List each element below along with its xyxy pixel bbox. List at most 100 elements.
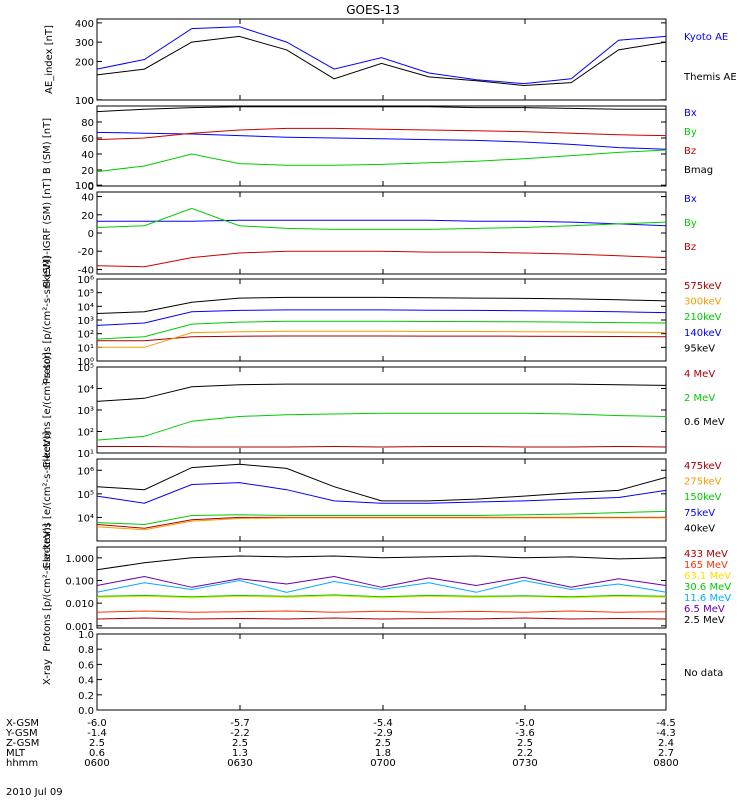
series-line-bz bbox=[96, 127, 667, 141]
x-axis-value: -2.2 bbox=[230, 728, 250, 739]
panel-4: 10⁰ 10¹ 10² 10³ 10⁴ 10⁵ 10⁶ Protons [p/(cm²-s-s… bbox=[42, 256, 722, 384]
y-tick-label: 10⁵ bbox=[77, 363, 94, 374]
panel-frame bbox=[96, 105, 667, 187]
no-data-label: No data bbox=[684, 668, 723, 679]
x-axis-value: -4.5 bbox=[656, 718, 676, 729]
x-axis-value: 2.5 bbox=[232, 738, 248, 749]
y-tick-label: 10⁶ bbox=[77, 275, 94, 286]
series-line-bmag bbox=[96, 106, 666, 113]
legend-entry: 4 MeV bbox=[684, 369, 715, 380]
y-tick-label: 1.0 bbox=[78, 630, 94, 641]
y-tick-label: 100 bbox=[75, 96, 94, 107]
series-line-95kev bbox=[96, 296, 667, 314]
series-line-6-5-mev bbox=[96, 575, 667, 588]
legend-entry: 475keV bbox=[684, 461, 722, 472]
series-line-165-mev bbox=[96, 610, 667, 613]
panel-2: 0 20 40 60 80 100 B (SM) [nT] Bx By Bz Bmag bbox=[42, 105, 713, 193]
x-axis-value: 2.5 bbox=[517, 738, 533, 749]
series-line-30-6-mev bbox=[96, 594, 667, 598]
y-tick-label: 10⁶ bbox=[77, 466, 94, 477]
y-axis-label: Protons [p/(cm²-s-sr-keV)] bbox=[42, 256, 53, 384]
legend-entry: 575keV bbox=[684, 281, 722, 292]
y-tick-label: 20 bbox=[81, 211, 94, 222]
y-axis-label: B (SM) [nT] bbox=[42, 118, 53, 174]
x-axis-row-name: Z-GSM bbox=[6, 738, 39, 749]
legend-entry: 150keV bbox=[684, 492, 722, 503]
x-axis-value: 2.5 bbox=[375, 738, 391, 749]
x-axis-value: 0.6 bbox=[89, 748, 105, 759]
series-line-kyoto-ae bbox=[96, 26, 667, 85]
y-tick-label: 10³ bbox=[77, 316, 94, 327]
legend-entry: 140keV bbox=[684, 328, 722, 339]
y-tick-label: 10⁵ bbox=[77, 490, 94, 501]
y-axis-label: B (SM)-IGRF (SM) [nT] bbox=[42, 178, 53, 287]
legend-entry: By bbox=[684, 218, 697, 229]
panel-frame bbox=[96, 366, 667, 454]
x-axis-row-name: hhmm bbox=[6, 758, 38, 769]
legend-entry: Bz bbox=[684, 146, 696, 157]
y-tick-label: 0 bbox=[88, 229, 94, 240]
y-tick-label: 10⁴ bbox=[77, 513, 94, 524]
y-tick-label: 0.010 bbox=[65, 599, 94, 610]
series-line-0-6-mev bbox=[96, 383, 667, 402]
series-line-275kev bbox=[96, 517, 666, 531]
y-tick-label: 10¹ bbox=[77, 343, 94, 354]
series-line-2-mev bbox=[96, 412, 667, 441]
x-axis-row-name: Y-GSM bbox=[5, 728, 38, 739]
legend-entry: 63.1 MeV bbox=[684, 571, 731, 582]
legend-entry: Kyoto AE bbox=[684, 32, 728, 43]
series-line-210kev bbox=[96, 320, 667, 340]
panel-frame bbox=[96, 278, 667, 362]
y-tick-label: 0.0 bbox=[78, 706, 94, 717]
x-axis-value: 1.3 bbox=[232, 748, 248, 759]
panel-frame bbox=[96, 546, 667, 629]
series-line-bx bbox=[96, 131, 667, 150]
y-tick-label: 10⁰ bbox=[77, 357, 94, 368]
legend-entry: By bbox=[684, 127, 697, 138]
legend-entry: 6.5 MeV bbox=[684, 604, 725, 615]
y-tick-label: 1.000 bbox=[65, 554, 94, 565]
legend-entry: Bmag bbox=[684, 165, 713, 176]
y-tick-label: 0.4 bbox=[78, 676, 94, 687]
y-tick-label: 0.8 bbox=[78, 645, 94, 656]
y-tick-label: -40 bbox=[78, 265, 94, 276]
y-tick-label: 10³ bbox=[77, 406, 94, 417]
x-axis-ephemeris-table: X-GSM -6.0 -5.7 -5.4 -5.0 -4.5 Y-GSM -1.4 -2.2 -2… bbox=[5, 718, 679, 769]
x-axis-value: 0730 bbox=[512, 758, 537, 769]
series-line-150kev bbox=[96, 510, 667, 526]
x-axis-value: -6.0 bbox=[87, 718, 107, 729]
x-axis-value: 0700 bbox=[370, 758, 395, 769]
legend-entry: 275keV bbox=[684, 477, 722, 488]
y-tick-label: 10² bbox=[77, 330, 94, 341]
series-line-4-mev bbox=[97, 445, 667, 448]
y-tick-label: 10² bbox=[77, 428, 94, 439]
x-axis-value: -3.6 bbox=[515, 728, 535, 739]
plot-title: GOES-13 bbox=[346, 3, 400, 17]
legend-entry: 433 MeV bbox=[684, 549, 728, 560]
series-line-63-1-mev bbox=[96, 595, 667, 599]
x-axis-value: 2.7 bbox=[658, 748, 674, 759]
series-line-themis-ae bbox=[96, 35, 667, 87]
panel-8: 0.0 0.2 0.4 0.6 0.8 1.0 X-ray No data bbox=[42, 630, 723, 717]
legend-entry: Bx bbox=[684, 108, 697, 119]
x-axis-value: 0630 bbox=[227, 758, 252, 769]
x-axis-value: 2.2 bbox=[517, 748, 533, 759]
series-line-433-mev bbox=[96, 617, 667, 620]
legend-entry: 300keV bbox=[684, 297, 722, 308]
y-tick-label: 40 bbox=[81, 150, 94, 161]
x-axis-value: -5.0 bbox=[515, 718, 535, 729]
x-axis-value: 2.5 bbox=[89, 738, 105, 749]
y-tick-label: 0 bbox=[88, 182, 94, 193]
x-axis-value: 2.4 bbox=[658, 738, 674, 749]
y-tick-label: 0.2 bbox=[78, 691, 94, 702]
series-line-2-5-mev bbox=[96, 555, 667, 571]
x-axis-value: -1.4 bbox=[87, 728, 107, 739]
legend-entry: 75keV bbox=[684, 508, 715, 519]
series-line-40kev bbox=[96, 463, 667, 502]
x-axis-value: 0800 bbox=[653, 758, 678, 769]
date-label: 2010 Jul 09 bbox=[6, 787, 63, 798]
legend-entry: 95keV bbox=[684, 343, 715, 354]
